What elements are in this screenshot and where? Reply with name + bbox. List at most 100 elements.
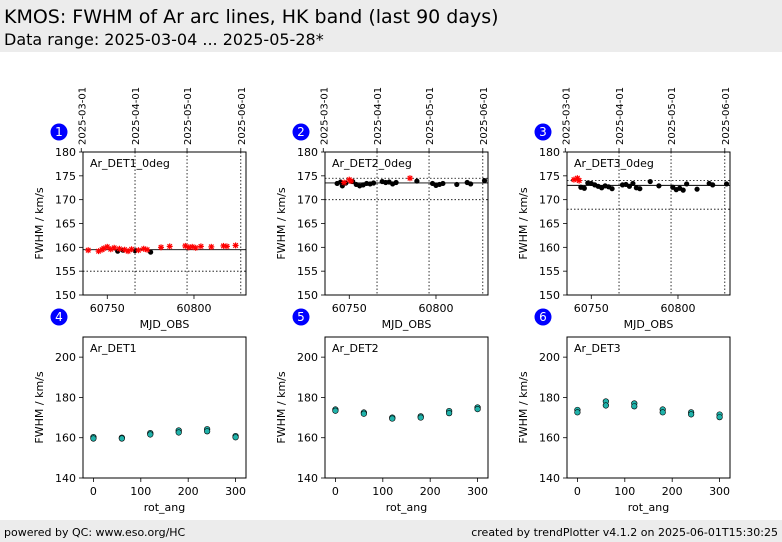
data-point <box>631 403 638 410</box>
data-point <box>414 178 420 184</box>
y-axis-label: FWHM / km/s <box>275 371 288 443</box>
data-point <box>232 434 239 441</box>
data-point <box>468 181 474 187</box>
data-point <box>440 180 446 187</box>
y-tick-label: 200 <box>539 351 560 364</box>
y-tick-label: 160 <box>55 241 76 254</box>
y-tick-label: 175 <box>539 170 560 183</box>
top-date-label: 2025-04-01 <box>131 87 142 145</box>
y-tick-label: 175 <box>55 170 76 183</box>
y-axis-label: FWHM / km/s <box>517 371 530 443</box>
panel-1: 1 2025-03-01 2025-04-01 2025-05-01 2025-06-0… <box>33 87 248 331</box>
top-date-label: 2025-03-01 <box>561 87 572 145</box>
top-date-label: 2025-05-01 <box>183 87 194 145</box>
x-tick-label: 300 <box>709 485 730 498</box>
panel-3: 3 2025-03-01 2025-04-01 2025-05-01 2025-06-0… <box>517 87 732 331</box>
top-date-label: 2025-03-01 <box>319 87 330 145</box>
outlier-point <box>104 243 111 250</box>
x-tick-label: 0 <box>332 485 339 498</box>
x-tick-label: 0 <box>90 485 97 498</box>
data-point <box>389 415 396 422</box>
y-tick-label: 175 <box>297 170 318 183</box>
data-point <box>723 181 730 187</box>
panel-badge-circle <box>292 308 310 326</box>
x-axis-label: rot_ang <box>628 501 670 514</box>
data-point <box>716 414 723 421</box>
data-point <box>694 186 700 192</box>
x-tick-label: 60800 <box>418 302 453 315</box>
page-title: KMOS: FWHM of Ar arc lines, HK band (las… <box>4 6 499 28</box>
y-tick-label: 180 <box>297 146 318 159</box>
data-point <box>626 183 633 189</box>
x-tick-label: 0 <box>574 485 581 498</box>
x-axis-label: MJD_OBS <box>382 318 432 331</box>
data-point <box>630 180 636 187</box>
top-date-label: 2025-06-01 <box>721 87 732 145</box>
plot-frame <box>82 151 247 296</box>
data-point <box>148 249 154 255</box>
plot-frame <box>324 336 489 479</box>
y-axis-label: FWHM / km/s <box>275 187 288 259</box>
y-tick-label: 140 <box>55 472 76 485</box>
data-point <box>647 178 653 185</box>
y-axis-label: FWHM / km/s <box>33 187 46 259</box>
panel-6: 6 140 160 180 200 0 100 200 300 rot_ang FWHM / km/… <box>517 308 731 514</box>
outlier-point <box>128 246 135 253</box>
plot-frame <box>566 336 731 479</box>
x-tick-label: 60750 <box>90 302 125 315</box>
panel-2: 2 2025-03-01 2025-04-01 2025-05-01 2025-06-0… <box>275 87 490 331</box>
x-tick-label: 60750 <box>332 302 367 315</box>
footer-created-by: created by trendPlotter v4.1.2 on 2025-0… <box>471 526 778 539</box>
x-axis-label: MJD_OBS <box>624 318 674 331</box>
data-point <box>581 185 587 191</box>
top-date-label: 2025-04-01 <box>373 87 384 145</box>
data-point <box>659 409 666 416</box>
panel-badge-circle <box>534 308 552 326</box>
y-tick-label: 160 <box>539 241 560 254</box>
data-point <box>688 411 695 418</box>
panel-badge-number: 6 <box>539 310 547 324</box>
panel-label: Ar_DET1 <box>90 342 137 355</box>
panel-badge-circle <box>50 308 68 326</box>
outlier-point <box>135 247 142 254</box>
outlier-point <box>406 175 413 182</box>
data-point <box>602 402 609 409</box>
plot-frame <box>82 336 247 479</box>
panel-badge-circle <box>534 123 552 141</box>
outlier-point <box>576 177 583 184</box>
outlier-point <box>144 246 151 253</box>
panel-badge-number: 2 <box>297 125 305 139</box>
data-point <box>175 429 182 436</box>
plot-frame <box>566 151 731 296</box>
outlier-point <box>232 242 239 249</box>
data-point <box>360 410 367 417</box>
y-axis-label: FWHM / km/s <box>517 187 530 259</box>
y-tick-label: 180 <box>55 391 76 404</box>
y-tick-label: 150 <box>55 289 76 302</box>
panel-badge-number: 3 <box>539 125 547 139</box>
outlier-point <box>166 243 173 250</box>
page-subtitle: Data range: 2025-03-04 ... 2025-05-28* <box>4 30 324 49</box>
panel-label: Ar_DET3 <box>574 342 621 355</box>
y-tick-label: 150 <box>297 289 318 302</box>
y-tick-label: 160 <box>539 432 560 445</box>
data-point <box>147 431 154 438</box>
x-axis-label: rot_ang <box>144 501 186 514</box>
top-date-label: 2025-05-01 <box>667 87 678 145</box>
y-tick-label: 165 <box>55 218 76 231</box>
x-tick-label: 300 <box>467 485 488 498</box>
data-point <box>446 410 453 417</box>
top-date-label: 2025-05-01 <box>425 87 436 145</box>
panel-5: 5 140 160 180 200 0 100 200 300 rot_ang FWHM / km/… <box>275 308 489 514</box>
x-tick-label: 200 <box>178 485 199 498</box>
x-tick-label: 100 <box>130 485 151 498</box>
data-point <box>684 181 690 187</box>
x-tick-label: 200 <box>662 485 683 498</box>
y-tick-label: 140 <box>297 472 318 485</box>
data-point <box>637 186 643 192</box>
y-tick-label: 165 <box>297 218 318 231</box>
y-tick-label: 200 <box>297 351 318 364</box>
y-tick-label: 160 <box>297 241 318 254</box>
outlier-point <box>85 247 92 254</box>
